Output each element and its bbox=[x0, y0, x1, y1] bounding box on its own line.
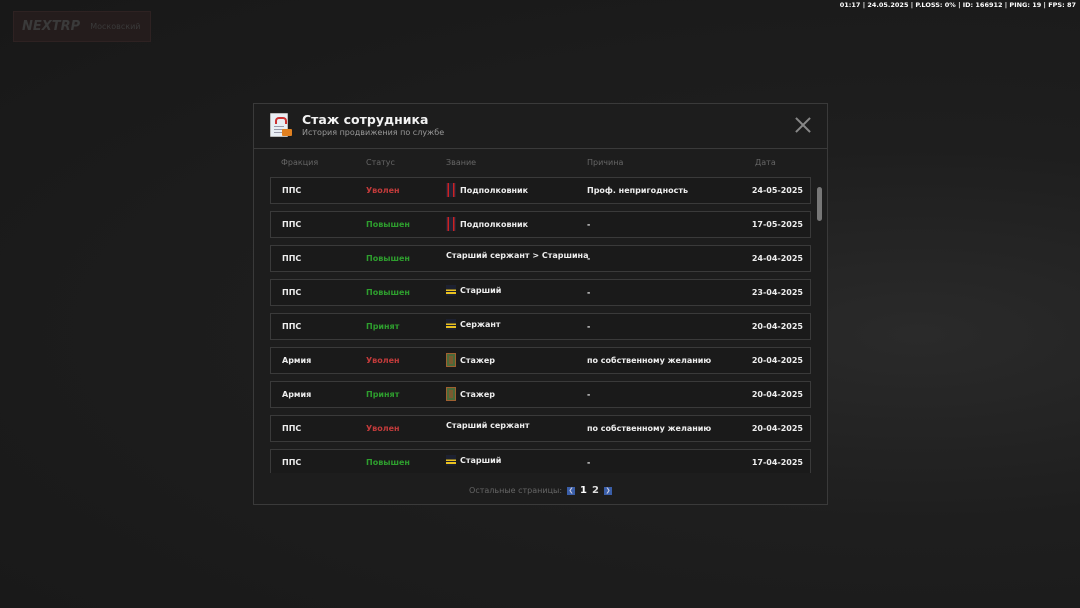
rank-label: Сержант bbox=[460, 320, 501, 329]
history-row: ППС Уволен Старший сержант по собственно… bbox=[270, 415, 811, 442]
reason: - bbox=[587, 458, 591, 467]
reason: - bbox=[587, 322, 591, 331]
history-row: ППС Повышен Старший - 17-04-2025 bbox=[270, 449, 811, 473]
lt-colonel-insignia-icon bbox=[446, 183, 456, 197]
col-rank: Звание bbox=[446, 158, 477, 167]
faction: Армия bbox=[282, 390, 312, 399]
history-list: ППС Уволен Подполковник Проф. непригодно… bbox=[270, 177, 811, 473]
senior-insignia-icon bbox=[446, 285, 456, 296]
faction: ППС bbox=[282, 254, 302, 263]
faction: ППС bbox=[282, 220, 302, 229]
history-row: ППС Повышен Старший сержант > Старшина -… bbox=[270, 245, 811, 272]
trainee-insignia-icon bbox=[446, 387, 456, 401]
col-reason: Причина bbox=[587, 158, 624, 167]
server-logo: NEXTRP Московский bbox=[13, 11, 151, 42]
reason: - bbox=[587, 254, 591, 263]
status: Принят bbox=[366, 322, 400, 331]
history-row: ППС Повышен Старший - 23-04-2025 bbox=[270, 279, 811, 306]
history-row: ППС Принят Сержант - 20-04-2025 bbox=[270, 313, 811, 340]
history-row: Армия Принят Стажер - 20-04-2025 bbox=[270, 381, 811, 408]
page-2[interactable]: 2 bbox=[592, 485, 599, 496]
rank: Старший сержант bbox=[446, 421, 530, 430]
col-date: Дата bbox=[755, 158, 776, 167]
reason: по собственному желанию bbox=[587, 424, 712, 433]
status: Уволен bbox=[366, 424, 400, 433]
briefcase-icon bbox=[282, 129, 292, 136]
pagination: Остальные страницы: ❮ 1 2 ❯ bbox=[254, 485, 827, 496]
date: 24-05-2025 bbox=[751, 186, 803, 195]
date: 24-04-2025 bbox=[751, 254, 803, 263]
status: Уволен bbox=[366, 186, 400, 195]
rank: Сержант bbox=[446, 319, 501, 330]
rank-label: Старший bbox=[460, 456, 502, 465]
page-1[interactable]: 1 bbox=[580, 485, 588, 496]
date: 20-04-2025 bbox=[751, 356, 803, 365]
close-button[interactable] bbox=[795, 117, 811, 133]
status: Повышен bbox=[366, 254, 410, 263]
faction: Армия bbox=[282, 356, 312, 365]
history-row: Армия Уволен Стажер по собственному жела… bbox=[270, 347, 811, 374]
rank-label: Старший bbox=[460, 286, 502, 295]
senior-insignia-icon bbox=[446, 455, 456, 466]
rank: Старший bbox=[446, 285, 501, 296]
history-row: ППС Повышен Подполковник - 17-05-2025 bbox=[270, 211, 811, 238]
service-history-modal: Стаж сотрудника История продвижения по с… bbox=[253, 103, 828, 505]
reason: - bbox=[587, 220, 591, 229]
col-faction: Фракция bbox=[281, 158, 319, 167]
lt-colonel-insignia-icon bbox=[446, 217, 456, 231]
reason: Проф. непригодность bbox=[587, 186, 689, 195]
date: 20-04-2025 bbox=[751, 322, 803, 331]
modal-subtitle: История продвижения по службе bbox=[302, 128, 445, 137]
rank: Стажер bbox=[446, 387, 495, 401]
prev-page-button[interactable]: ❮ bbox=[567, 486, 576, 495]
rank-label: Подполковник bbox=[460, 185, 529, 195]
status: Повышен bbox=[366, 458, 410, 467]
modal-header: Стаж сотрудника История продвижения по с… bbox=[254, 104, 827, 149]
scrollbar[interactable] bbox=[817, 187, 822, 221]
col-status: Статус bbox=[366, 158, 395, 167]
hud-status-bar: 01:17 | 24.05.2025 | P.LOSS: 0% | ID: 16… bbox=[839, 1, 1076, 9]
rank-label: Стажер bbox=[460, 355, 496, 365]
table-header: Фракция Статус Звание Причина Дата bbox=[254, 158, 827, 170]
reason: - bbox=[587, 390, 591, 399]
date: 17-05-2025 bbox=[751, 220, 803, 229]
server-name: Московский bbox=[90, 22, 141, 31]
status: Повышен bbox=[366, 288, 410, 297]
pager-label: Остальные страницы: bbox=[469, 486, 563, 495]
faction: ППС bbox=[282, 424, 302, 433]
rank: Старший сержант > Старшина bbox=[446, 251, 588, 260]
status: Уволен bbox=[366, 356, 400, 365]
date: 23-04-2025 bbox=[751, 288, 803, 297]
faction: ППС bbox=[282, 186, 302, 195]
rank: Стажер bbox=[446, 353, 495, 367]
rank: Подполковник bbox=[446, 217, 528, 231]
rank-label: Стажер bbox=[460, 389, 496, 399]
faction: ППС bbox=[282, 458, 302, 467]
status: Принят bbox=[366, 390, 400, 399]
history-row: ППС Уволен Подполковник Проф. непригодно… bbox=[270, 177, 811, 204]
rank-label: Старший сержант > Старшина bbox=[446, 251, 589, 260]
faction: ППС bbox=[282, 288, 302, 297]
trainee-insignia-icon bbox=[446, 353, 456, 367]
date: 20-04-2025 bbox=[751, 424, 803, 433]
rank: Старший bbox=[446, 455, 501, 466]
date: 17-04-2025 bbox=[751, 458, 803, 467]
date: 20-04-2025 bbox=[751, 390, 803, 399]
reason: - bbox=[587, 288, 591, 297]
sergeant-insignia-icon bbox=[446, 319, 456, 330]
rank-label: Подполковник bbox=[460, 219, 529, 229]
next-page-button[interactable]: ❯ bbox=[603, 486, 612, 495]
logo-text: NEXTRP bbox=[22, 19, 81, 34]
reason: по собственному желанию bbox=[587, 356, 712, 365]
modal-title: Стаж сотрудника bbox=[302, 112, 429, 127]
status: Повышен bbox=[366, 220, 410, 229]
rank-label: Старший сержант bbox=[446, 421, 530, 430]
faction: ППС bbox=[282, 322, 302, 331]
rank: Подполковник bbox=[446, 183, 528, 197]
